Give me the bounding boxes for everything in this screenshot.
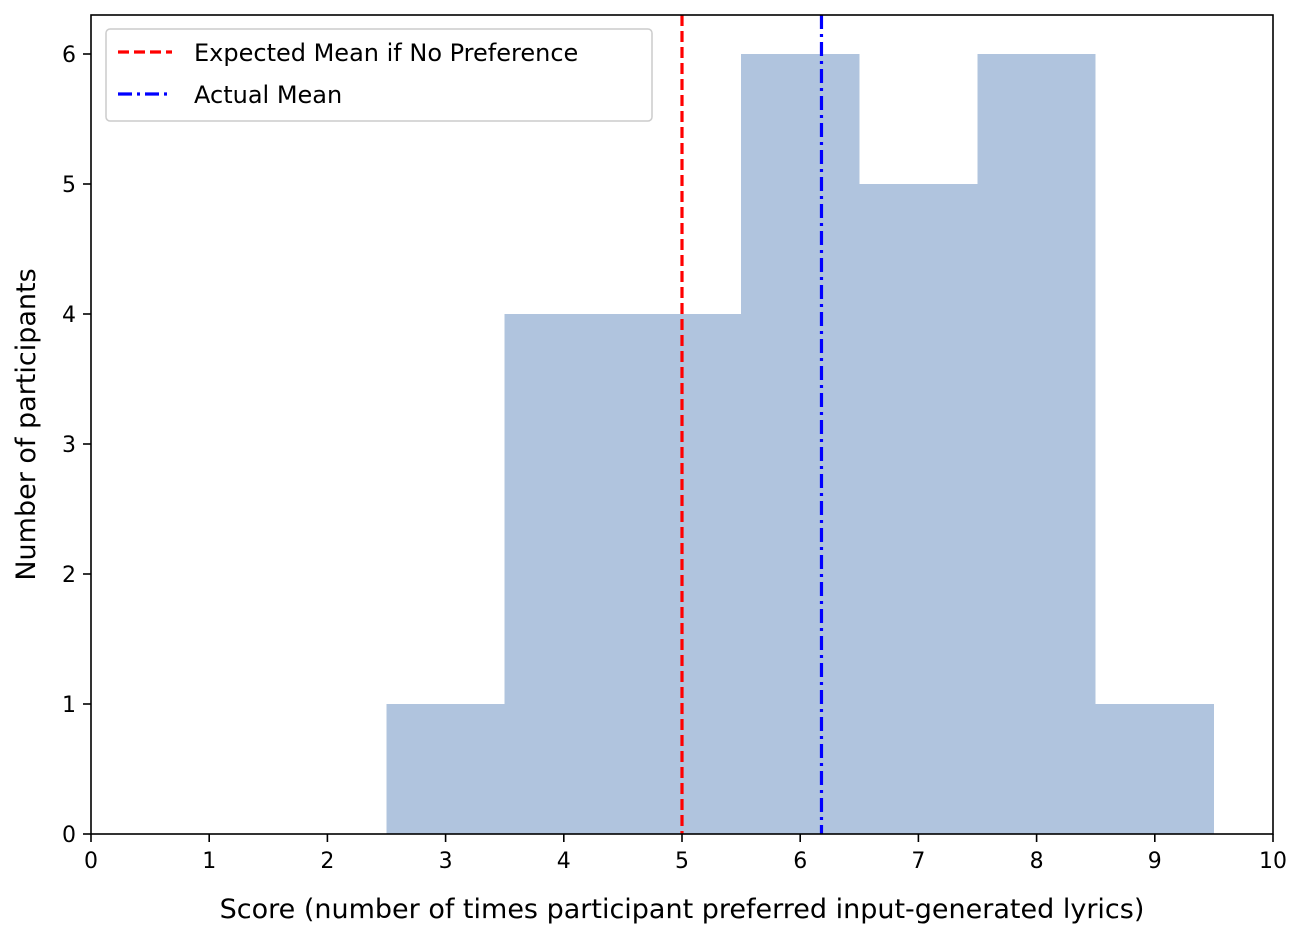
y-tick-label: 6 xyxy=(62,43,76,68)
y-tick-label: 1 xyxy=(62,693,76,718)
x-tick-label: 5 xyxy=(675,849,689,874)
histogram-bar-0 xyxy=(386,704,505,834)
y-tick-label: 3 xyxy=(62,433,76,458)
y-tick-label: 0 xyxy=(62,823,76,848)
y-tick-label: 4 xyxy=(62,303,76,328)
histogram-bar-5 xyxy=(977,54,1096,834)
x-tick-label: 10 xyxy=(1259,849,1287,874)
legend-label-1: Actual Mean xyxy=(194,81,342,109)
y-tick-label: 5 xyxy=(62,173,76,198)
legend-box xyxy=(105,28,653,122)
y-tick-label: 2 xyxy=(62,563,76,588)
legend-label-0: Expected Mean if No Preference xyxy=(194,39,578,67)
x-tick-label: 4 xyxy=(557,849,571,874)
histogram-bar-6 xyxy=(1095,704,1214,834)
histogram-bar-1 xyxy=(504,314,623,834)
x-tick-label: 0 xyxy=(84,849,98,874)
x-tick-label: 7 xyxy=(911,849,925,874)
y-axis-ticks: 0 1 2 3 4 5 6 xyxy=(62,43,91,848)
histogram-bar-4 xyxy=(859,184,978,834)
x-tick-label: 2 xyxy=(320,849,334,874)
x-tick-label: 9 xyxy=(1148,849,1162,874)
x-tick-label: 6 xyxy=(793,849,807,874)
x-tick-label: 1 xyxy=(202,849,216,874)
legend: Expected Mean if No Preference Actual Mea… xyxy=(105,28,653,122)
x-tick-label: 3 xyxy=(439,849,453,874)
x-axis-ticks: 0 1 2 3 4 5 6 7 8 9 10 xyxy=(84,834,1287,874)
histogram-bars xyxy=(386,54,1214,834)
y-axis-title: Number of participants xyxy=(11,268,42,580)
x-tick-label: 8 xyxy=(1030,849,1044,874)
x-axis-title: Score (number of times participant prefe… xyxy=(220,894,1145,925)
reference-lines xyxy=(680,15,824,834)
histogram-bar-3 xyxy=(741,54,860,834)
legend-entries: Expected Mean if No Preference Actual Mea… xyxy=(118,39,578,109)
